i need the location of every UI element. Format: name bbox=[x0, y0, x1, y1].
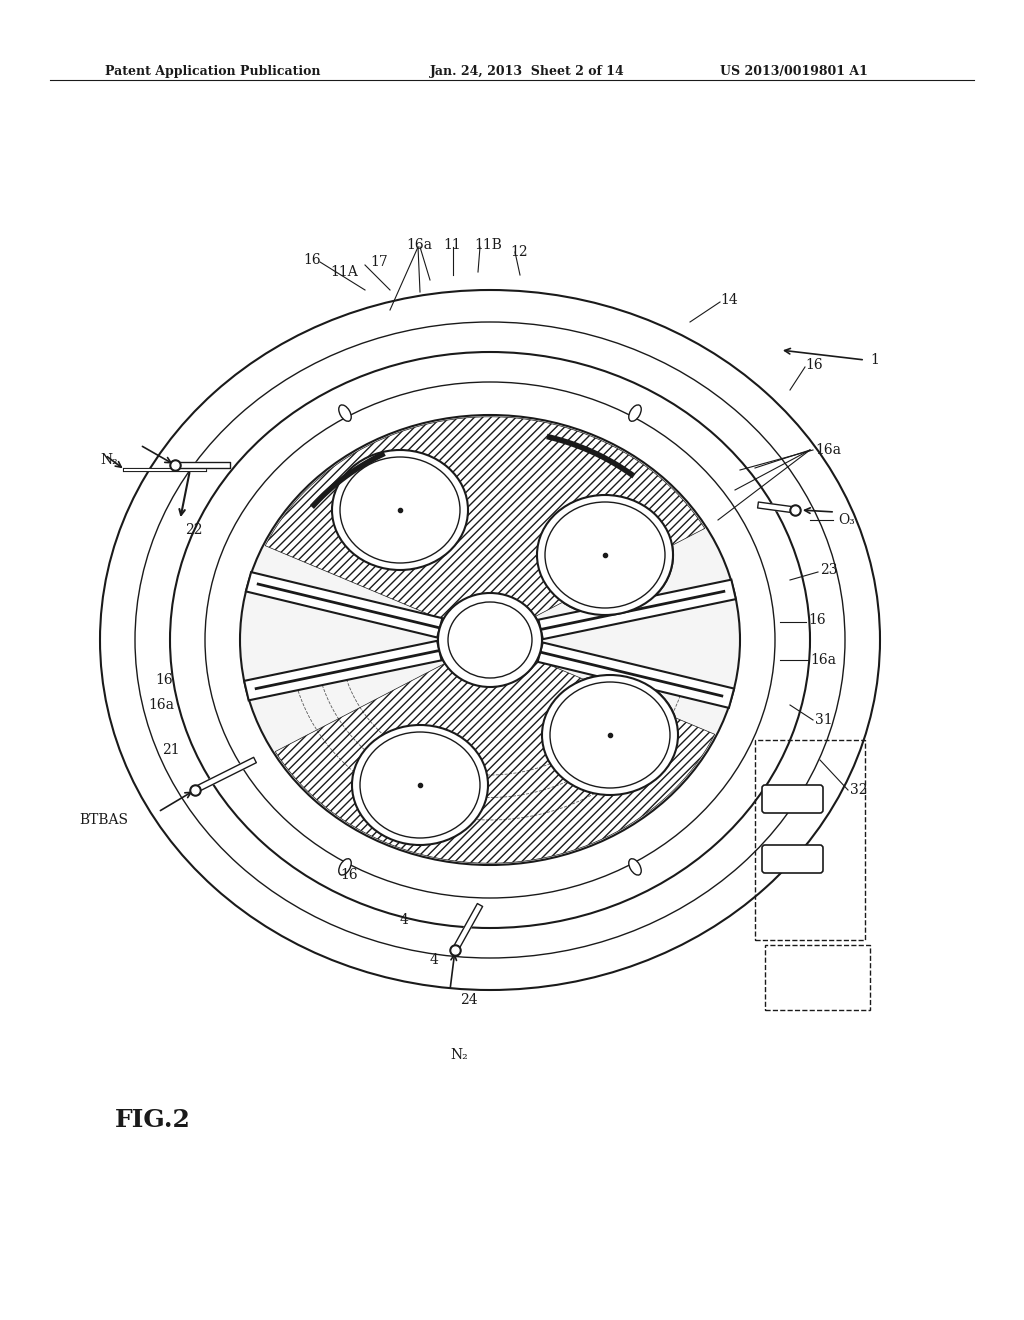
Text: 31: 31 bbox=[815, 713, 833, 727]
Ellipse shape bbox=[542, 675, 678, 795]
Ellipse shape bbox=[339, 405, 351, 421]
Ellipse shape bbox=[438, 593, 542, 686]
Ellipse shape bbox=[240, 414, 740, 865]
Text: 1: 1 bbox=[870, 352, 879, 367]
Text: 4: 4 bbox=[400, 913, 409, 927]
Ellipse shape bbox=[332, 450, 468, 570]
Text: 24: 24 bbox=[460, 993, 477, 1007]
Text: 16: 16 bbox=[155, 673, 173, 686]
Text: 16: 16 bbox=[340, 869, 357, 882]
Ellipse shape bbox=[537, 495, 673, 615]
Polygon shape bbox=[194, 758, 256, 793]
Ellipse shape bbox=[629, 859, 641, 875]
Text: N₂: N₂ bbox=[100, 453, 118, 467]
Ellipse shape bbox=[339, 859, 351, 875]
Ellipse shape bbox=[438, 593, 542, 686]
Text: 22: 22 bbox=[185, 523, 203, 537]
Ellipse shape bbox=[542, 675, 678, 795]
Polygon shape bbox=[246, 572, 442, 638]
Text: 16a: 16a bbox=[406, 238, 432, 252]
Text: Patent Application Publication: Patent Application Publication bbox=[105, 65, 321, 78]
Ellipse shape bbox=[629, 405, 641, 421]
Polygon shape bbox=[453, 904, 482, 952]
Text: 14: 14 bbox=[720, 293, 737, 308]
Text: 17: 17 bbox=[370, 255, 388, 269]
Text: 32: 32 bbox=[850, 783, 867, 797]
Text: 11: 11 bbox=[443, 238, 461, 252]
Polygon shape bbox=[244, 640, 441, 701]
Polygon shape bbox=[265, 417, 705, 620]
Polygon shape bbox=[175, 462, 230, 469]
Text: 23: 23 bbox=[820, 564, 838, 577]
Polygon shape bbox=[538, 643, 734, 708]
Text: 21: 21 bbox=[162, 743, 179, 756]
Polygon shape bbox=[275, 660, 715, 863]
Text: 16: 16 bbox=[303, 253, 321, 267]
Text: 16: 16 bbox=[805, 358, 822, 372]
Ellipse shape bbox=[352, 725, 488, 845]
Text: FIG.2: FIG.2 bbox=[115, 1107, 190, 1133]
Ellipse shape bbox=[332, 450, 468, 570]
Text: Jan. 24, 2013  Sheet 2 of 14: Jan. 24, 2013 Sheet 2 of 14 bbox=[430, 65, 625, 78]
FancyBboxPatch shape bbox=[762, 845, 823, 873]
Text: 16a: 16a bbox=[815, 444, 841, 457]
Text: O₃: O₃ bbox=[838, 513, 855, 527]
Polygon shape bbox=[758, 502, 796, 513]
Ellipse shape bbox=[352, 725, 488, 845]
Text: N₂: N₂ bbox=[450, 1048, 468, 1063]
Text: 11A: 11A bbox=[330, 265, 357, 279]
Polygon shape bbox=[539, 579, 736, 639]
Ellipse shape bbox=[537, 495, 673, 615]
Text: 11B: 11B bbox=[474, 238, 502, 252]
Text: 16a: 16a bbox=[148, 698, 174, 711]
Text: US 2013/0019801 A1: US 2013/0019801 A1 bbox=[720, 65, 868, 78]
Text: 4: 4 bbox=[430, 953, 439, 968]
Text: 16a: 16a bbox=[810, 653, 836, 667]
Text: 16: 16 bbox=[808, 612, 825, 627]
FancyBboxPatch shape bbox=[762, 785, 823, 813]
Text: BTBAS: BTBAS bbox=[79, 813, 128, 828]
Text: 12: 12 bbox=[510, 246, 527, 259]
